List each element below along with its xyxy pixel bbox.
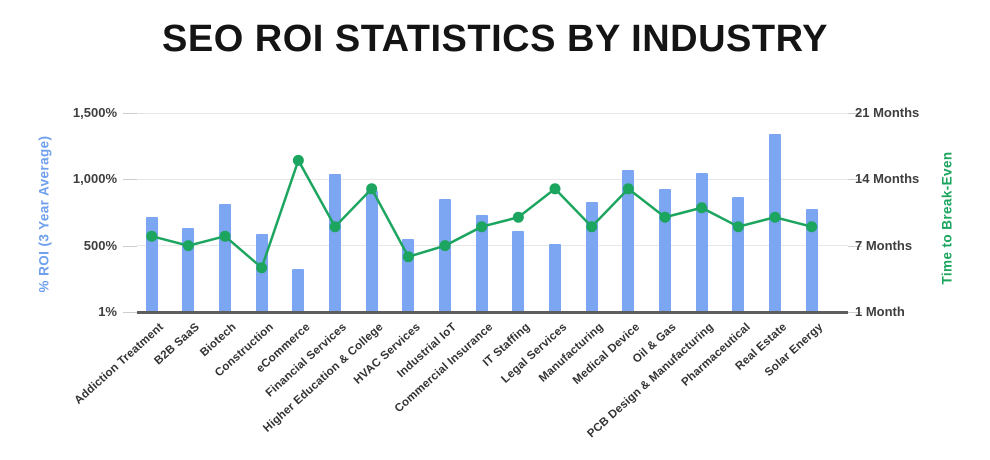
left-axis-tick	[123, 179, 137, 181]
roi-bar	[475, 214, 488, 311]
x-axis-label: Medical Device	[570, 321, 643, 387]
roi-bar	[365, 191, 378, 311]
roi-bar	[439, 199, 452, 311]
y-axis-tick-label: 1,500%	[72, 105, 117, 120]
x-axis-label: Manufacturing	[536, 321, 606, 385]
breakeven-point	[806, 221, 818, 233]
breakeven-point	[769, 211, 781, 223]
breakeven-point	[512, 211, 524, 223]
roi-bar	[292, 269, 305, 311]
gridline	[137, 112, 848, 114]
breakeven-point	[622, 183, 634, 195]
x-axis-label: Pharmaceutical	[679, 321, 753, 389]
right-axis-tick	[848, 245, 862, 247]
breakeven-point	[696, 202, 708, 214]
right-axis-tick-label: 1 Month	[855, 304, 905, 319]
breakeven-point	[146, 230, 158, 242]
breakeven-point	[732, 221, 744, 233]
left-axis-tick	[123, 312, 137, 313]
breakeven-point	[329, 221, 341, 233]
y-axis-tick-label: 1,000%	[72, 171, 117, 187]
roi-bar	[219, 204, 232, 311]
breakeven-point	[549, 183, 561, 195]
breakeven-point	[659, 211, 671, 223]
x-axis-label: Addiction Treatment	[72, 321, 166, 407]
roi-bar	[512, 230, 525, 311]
breakeven-point	[402, 251, 414, 263]
y-axis-tick-label: 500%	[83, 237, 117, 253]
left-axis-title: % ROI (3 Year Average)	[36, 135, 52, 293]
gridline	[137, 178, 848, 180]
chart-title: SEO ROI STATISTICS BY INDUSTRY	[162, 18, 828, 60]
breakeven-point	[182, 240, 194, 252]
breakeven-point	[439, 240, 451, 252]
roi-bar	[805, 208, 818, 311]
right-axis-tick	[848, 179, 862, 181]
x-axis-label: Legal Services	[499, 321, 570, 386]
left-axis-tick	[123, 113, 137, 114]
breakeven-point	[476, 221, 488, 233]
gridline	[137, 245, 848, 247]
right-axis-tick-label: 21 Months	[855, 105, 920, 120]
y-axis-tick-label: 1%	[98, 304, 117, 319]
left-axis-tick	[123, 245, 137, 247]
right-axis-tick-label: 14 Months	[855, 171, 920, 187]
roi-bar	[622, 169, 635, 311]
breakeven-line	[151, 157, 812, 270]
breakeven-point	[219, 230, 231, 242]
breakeven-point	[292, 154, 304, 166]
roi-bar	[329, 174, 342, 311]
x-axis-line	[137, 311, 848, 314]
breakeven-point	[366, 183, 378, 195]
breakeven-line-layer	[146, 154, 818, 274]
right-axis-tick-label: 7 Months	[855, 237, 913, 253]
plot-area	[137, 112, 848, 314]
breakeven-point	[256, 262, 268, 274]
right-axis-tick	[848, 312, 862, 313]
x-axis-label: HVAC Services	[351, 321, 423, 387]
right-axis-tick	[848, 113, 862, 114]
roi-bar	[549, 243, 561, 311]
breakeven-point	[586, 221, 598, 233]
